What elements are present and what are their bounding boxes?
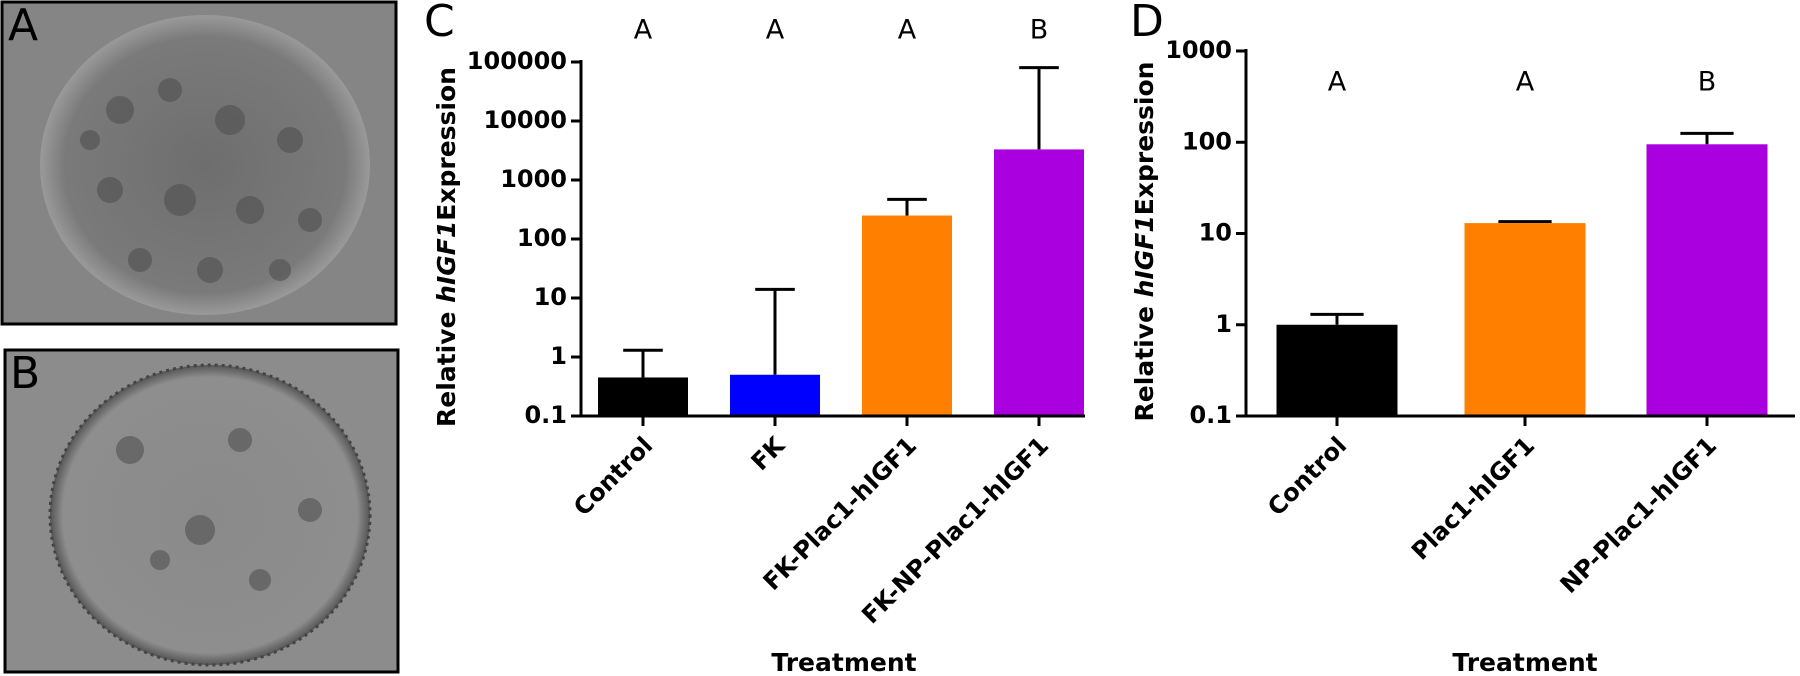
significance-letter: A (1328, 67, 1347, 98)
y-axis-label-part: Expression (432, 67, 461, 221)
panel-label: D (1130, 0, 1164, 47)
bar (598, 377, 688, 416)
significance-letter: B (1698, 67, 1717, 98)
y-tick-label: 10000 (484, 106, 568, 134)
y-axis-label-part: Relative (432, 303, 461, 427)
y-axis-label-part: Relative (1130, 297, 1159, 421)
y-tick-label: 1000 (1165, 36, 1232, 64)
significance-letter: A (766, 15, 785, 46)
y-tick-label: 10 (1199, 219, 1232, 247)
bar (730, 374, 820, 416)
x-tick-label: Control (1262, 431, 1352, 521)
bar (1464, 223, 1586, 416)
panel-label: C (424, 0, 455, 47)
y-tick-label: 100000 (467, 47, 567, 75)
y-tick-label: 0.1 (524, 401, 567, 429)
x-tick-label: Control (568, 431, 658, 521)
y-tick-label: 1000 (500, 165, 567, 193)
significance-letter: A (634, 15, 653, 46)
x-tick-label: NP-Plac1-hIGF1 (1555, 431, 1723, 599)
panel-label: B (10, 348, 40, 399)
image-a (0, 0, 398, 326)
y-axis-label-part: hIGF1 (1130, 215, 1159, 297)
bar (1646, 144, 1768, 416)
significance-letter: A (898, 15, 917, 46)
y-tick-label: 100 (1182, 127, 1232, 155)
x-axis-label: Treatment (771, 648, 916, 676)
bar (1276, 324, 1398, 416)
bar (994, 149, 1084, 416)
y-tick-label: 1 (1215, 310, 1232, 338)
y-tick-label: 1 (550, 342, 567, 370)
y-axis-label-part: Expression (1130, 62, 1159, 216)
y-tick-label: 10 (534, 283, 567, 311)
bar (862, 215, 952, 416)
y-axis-label-part: hIGF1 (432, 221, 461, 303)
y-axis-label: Relative hIGF1Expression (432, 67, 461, 427)
y-tick-label: 100 (517, 224, 567, 252)
significance-letter: B (1030, 15, 1049, 46)
significance-letter: A (1516, 67, 1535, 98)
panel-label: A (8, 0, 38, 51)
x-tick-label: FK (746, 430, 792, 476)
x-tick-label: Plac1-hIGF1 (1406, 431, 1540, 565)
x-axis-label: Treatment (1452, 648, 1597, 676)
y-tick-label: 0.1 (1189, 401, 1232, 429)
image-b (3, 348, 400, 674)
y-axis-label: Relative hIGF1Expression (1130, 62, 1159, 422)
